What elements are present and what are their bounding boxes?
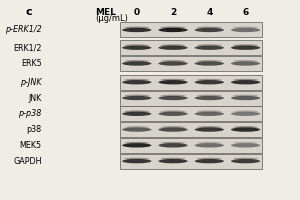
Ellipse shape xyxy=(195,96,224,100)
Ellipse shape xyxy=(233,44,258,46)
Ellipse shape xyxy=(158,46,188,50)
Ellipse shape xyxy=(195,80,224,84)
Text: p-ERK1/2: p-ERK1/2 xyxy=(5,25,42,34)
Ellipse shape xyxy=(233,126,258,128)
Ellipse shape xyxy=(195,127,224,132)
Ellipse shape xyxy=(158,80,188,84)
Ellipse shape xyxy=(124,79,149,81)
Ellipse shape xyxy=(122,61,152,66)
Ellipse shape xyxy=(231,61,260,66)
Text: MEK5: MEK5 xyxy=(20,141,42,150)
FancyBboxPatch shape xyxy=(120,154,262,169)
Ellipse shape xyxy=(195,112,224,116)
Ellipse shape xyxy=(122,159,152,163)
Ellipse shape xyxy=(124,60,149,62)
Ellipse shape xyxy=(124,44,149,46)
Ellipse shape xyxy=(233,79,258,81)
FancyBboxPatch shape xyxy=(120,75,262,90)
Ellipse shape xyxy=(197,95,222,97)
Ellipse shape xyxy=(124,158,149,160)
Ellipse shape xyxy=(122,143,152,148)
Ellipse shape xyxy=(160,95,185,97)
Ellipse shape xyxy=(158,159,188,163)
Ellipse shape xyxy=(122,112,152,116)
Text: 4: 4 xyxy=(206,8,212,17)
Ellipse shape xyxy=(231,28,260,32)
Ellipse shape xyxy=(158,143,188,148)
Text: 6: 6 xyxy=(242,8,249,17)
Ellipse shape xyxy=(195,159,224,163)
Ellipse shape xyxy=(124,126,149,128)
Ellipse shape xyxy=(233,158,258,160)
Text: 2: 2 xyxy=(170,8,176,17)
Text: 0: 0 xyxy=(134,8,140,17)
Ellipse shape xyxy=(122,127,152,132)
Ellipse shape xyxy=(233,110,258,113)
Ellipse shape xyxy=(231,46,260,50)
Ellipse shape xyxy=(195,143,224,148)
Ellipse shape xyxy=(122,80,152,84)
Ellipse shape xyxy=(124,110,149,113)
Ellipse shape xyxy=(158,61,188,66)
FancyBboxPatch shape xyxy=(120,138,262,153)
FancyBboxPatch shape xyxy=(120,40,262,55)
Ellipse shape xyxy=(231,159,260,163)
Ellipse shape xyxy=(233,60,258,62)
Ellipse shape xyxy=(160,110,185,113)
Ellipse shape xyxy=(197,110,222,113)
Ellipse shape xyxy=(197,79,222,81)
Text: GAPDH: GAPDH xyxy=(14,157,42,166)
Ellipse shape xyxy=(231,143,260,148)
Text: (μg/mL): (μg/mL) xyxy=(95,14,128,23)
Text: JNK: JNK xyxy=(28,94,42,103)
Ellipse shape xyxy=(160,79,185,81)
Ellipse shape xyxy=(160,158,185,160)
Ellipse shape xyxy=(122,96,152,100)
Ellipse shape xyxy=(197,60,222,62)
Text: p-p38: p-p38 xyxy=(19,109,42,118)
Ellipse shape xyxy=(197,158,222,160)
Ellipse shape xyxy=(197,44,222,46)
Ellipse shape xyxy=(160,142,185,144)
Ellipse shape xyxy=(124,95,149,97)
Ellipse shape xyxy=(195,61,224,66)
Text: p38: p38 xyxy=(27,125,42,134)
FancyBboxPatch shape xyxy=(120,22,262,37)
Ellipse shape xyxy=(231,80,260,84)
Ellipse shape xyxy=(124,27,149,29)
Ellipse shape xyxy=(158,96,188,100)
Ellipse shape xyxy=(124,142,149,144)
Ellipse shape xyxy=(233,142,258,144)
Ellipse shape xyxy=(158,112,188,116)
FancyBboxPatch shape xyxy=(120,56,262,71)
Ellipse shape xyxy=(160,60,185,62)
Ellipse shape xyxy=(233,95,258,97)
Ellipse shape xyxy=(122,28,152,32)
FancyBboxPatch shape xyxy=(120,91,262,106)
Ellipse shape xyxy=(231,96,260,100)
Text: c: c xyxy=(25,7,32,17)
Ellipse shape xyxy=(231,112,260,116)
Ellipse shape xyxy=(122,46,152,50)
FancyBboxPatch shape xyxy=(120,106,262,121)
Text: p-JNK: p-JNK xyxy=(20,78,42,87)
Ellipse shape xyxy=(197,126,222,128)
Ellipse shape xyxy=(197,27,222,29)
Ellipse shape xyxy=(233,27,258,29)
Ellipse shape xyxy=(158,127,188,132)
Text: ERK1/2: ERK1/2 xyxy=(14,43,42,52)
Ellipse shape xyxy=(160,44,185,46)
Ellipse shape xyxy=(195,46,224,50)
Ellipse shape xyxy=(197,142,222,144)
FancyBboxPatch shape xyxy=(120,122,262,137)
Ellipse shape xyxy=(160,27,185,29)
Ellipse shape xyxy=(158,28,188,32)
Text: ERK5: ERK5 xyxy=(21,59,42,68)
Ellipse shape xyxy=(231,127,260,132)
Ellipse shape xyxy=(160,126,185,128)
Text: MEL: MEL xyxy=(95,8,116,17)
Ellipse shape xyxy=(195,28,224,32)
